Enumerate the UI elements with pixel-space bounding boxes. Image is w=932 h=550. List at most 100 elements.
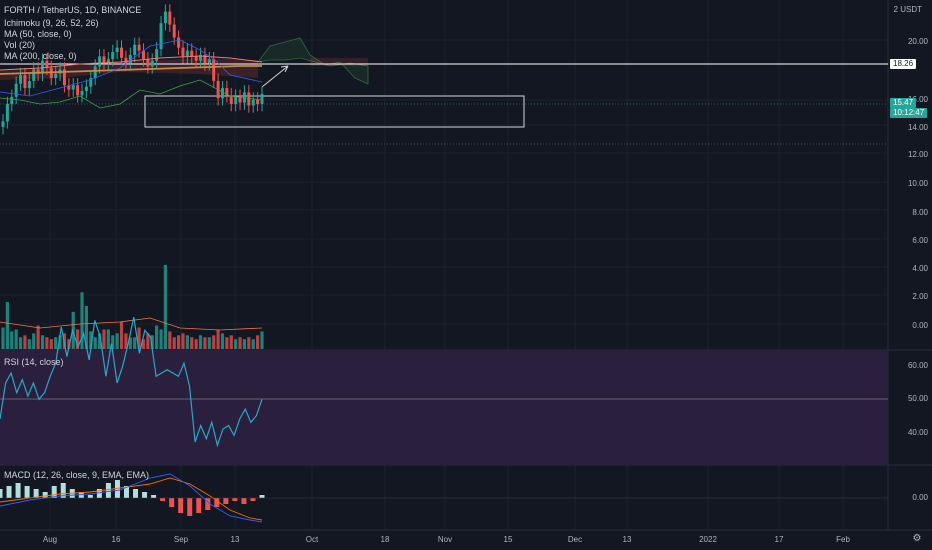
indicator-macd[interactable]: MACD (12, 26, close, 9, EMA, EMA)	[4, 470, 150, 480]
volume-bar	[76, 329, 80, 349]
candle-body	[115, 47, 119, 52]
candle-body	[203, 54, 207, 64]
macd-histogram-bar	[259, 495, 265, 498]
candle-body	[190, 50, 194, 57]
candle-body	[150, 60, 154, 67]
macd-histogram-bar	[169, 498, 175, 507]
volume-bar	[124, 333, 128, 349]
settings-gear-icon[interactable]: ⚙	[912, 533, 922, 544]
volume-bar	[146, 333, 150, 349]
candle-body	[54, 73, 58, 78]
volume-bar	[89, 331, 93, 349]
macd-histogram-bar	[114, 480, 120, 498]
volume-bar	[251, 339, 255, 349]
symbol-title: FORTH / TetherUS, 1D, BINANCE	[4, 5, 142, 15]
macd-histogram-bar	[96, 489, 102, 498]
macd-histogram-bar	[33, 489, 39, 498]
macd-histogram-bar	[105, 483, 111, 498]
macd-axis-tick: 0.00	[912, 493, 928, 502]
candle-body	[229, 95, 233, 104]
time-tick: Feb	[836, 535, 850, 544]
candle-body	[106, 59, 110, 64]
candle-body	[225, 88, 229, 96]
volume-bar	[80, 292, 84, 349]
rsi-axis-tick: 50.00	[907, 394, 928, 403]
currency-label[interactable]: 2 USDT	[894, 5, 922, 14]
volume-bar	[185, 335, 189, 349]
candle-body	[14, 83, 18, 97]
ma50-line	[0, 55, 263, 71]
time-tick: 13	[230, 535, 240, 544]
volume-bar	[106, 329, 110, 349]
candle-body	[89, 78, 93, 87]
indicator-ichimoku[interactable]: Ichimoku (9, 26, 52, 26)	[4, 18, 99, 28]
rsi-band	[0, 350, 888, 465]
indicator-ma200[interactable]: MA (200, close, 0)	[4, 51, 77, 61]
time-tick: 13	[622, 535, 632, 544]
candle-body	[256, 99, 260, 104]
macd-histogram-bar	[241, 498, 247, 504]
candle-body	[194, 56, 198, 61]
volume-bar	[220, 333, 225, 349]
candle-body	[67, 85, 71, 90]
volume-bar	[40, 335, 45, 349]
candle-body	[163, 11, 167, 24]
volume-bar	[172, 337, 176, 349]
price-axis-tick: 14.00	[907, 123, 928, 132]
candle-body	[168, 11, 172, 25]
candle-body	[124, 57, 128, 64]
volume-bar	[36, 325, 40, 349]
macd-signal-line	[0, 477, 263, 521]
volume-bar	[229, 335, 233, 349]
volume-bar	[163, 264, 168, 349]
candle-body	[133, 44, 137, 55]
candle-body	[19, 75, 23, 84]
volume-bar	[198, 335, 203, 349]
volume-bar	[168, 331, 172, 349]
candle-body	[155, 49, 159, 61]
candle-body	[27, 80, 31, 89]
candle-body	[23, 75, 27, 89]
time-tick: Sep	[173, 535, 189, 544]
volume-bar	[128, 337, 132, 349]
candle-body	[220, 88, 224, 99]
price-axis-tick: 8.00	[912, 208, 928, 217]
price-axis-tick: 12.00	[907, 150, 928, 159]
candle-body	[207, 59, 211, 64]
projection-arrow-head	[280, 65, 289, 73]
candle-body	[102, 56, 106, 64]
candle-body	[251, 99, 255, 106]
candle-body	[98, 56, 102, 67]
level-price-tag: 18.26	[890, 59, 917, 69]
time-tick: 15	[503, 535, 513, 544]
currency-count: 2	[893, 5, 898, 14]
volume-bar	[260, 331, 264, 349]
ichimoku-cloud	[257, 37, 369, 85]
indicator-ma50[interactable]: MA (50, close, 0)	[4, 29, 72, 39]
volume-bar	[176, 335, 181, 349]
candle-body	[177, 37, 181, 48]
price-axis-tick: 0.00	[912, 321, 928, 330]
candle-body	[172, 24, 176, 38]
candle-body	[5, 104, 9, 122]
macd-histogram-bar	[51, 486, 57, 498]
ichimoku-lagging-line	[0, 79, 263, 109]
candle-body	[137, 44, 141, 51]
macd-histogram-bar	[232, 498, 238, 501]
candle-body	[120, 47, 124, 58]
macd-histogram-bar	[205, 498, 211, 510]
macd-histogram-bar	[0, 489, 3, 498]
macd-line	[0, 473, 263, 523]
candle-body	[247, 92, 251, 106]
indicator-vol[interactable]: Vol (20)	[4, 40, 36, 50]
volume-bar	[27, 339, 31, 349]
indicator-rsi[interactable]: RSI (14, close)	[4, 357, 64, 367]
ichimoku-cloud-red	[310, 58, 368, 66]
volume-bar	[23, 335, 27, 349]
macd-histogram-bar	[87, 495, 93, 498]
candle-body	[159, 23, 163, 50]
time-tick: Aug	[42, 535, 58, 544]
volume-bar	[181, 333, 185, 349]
